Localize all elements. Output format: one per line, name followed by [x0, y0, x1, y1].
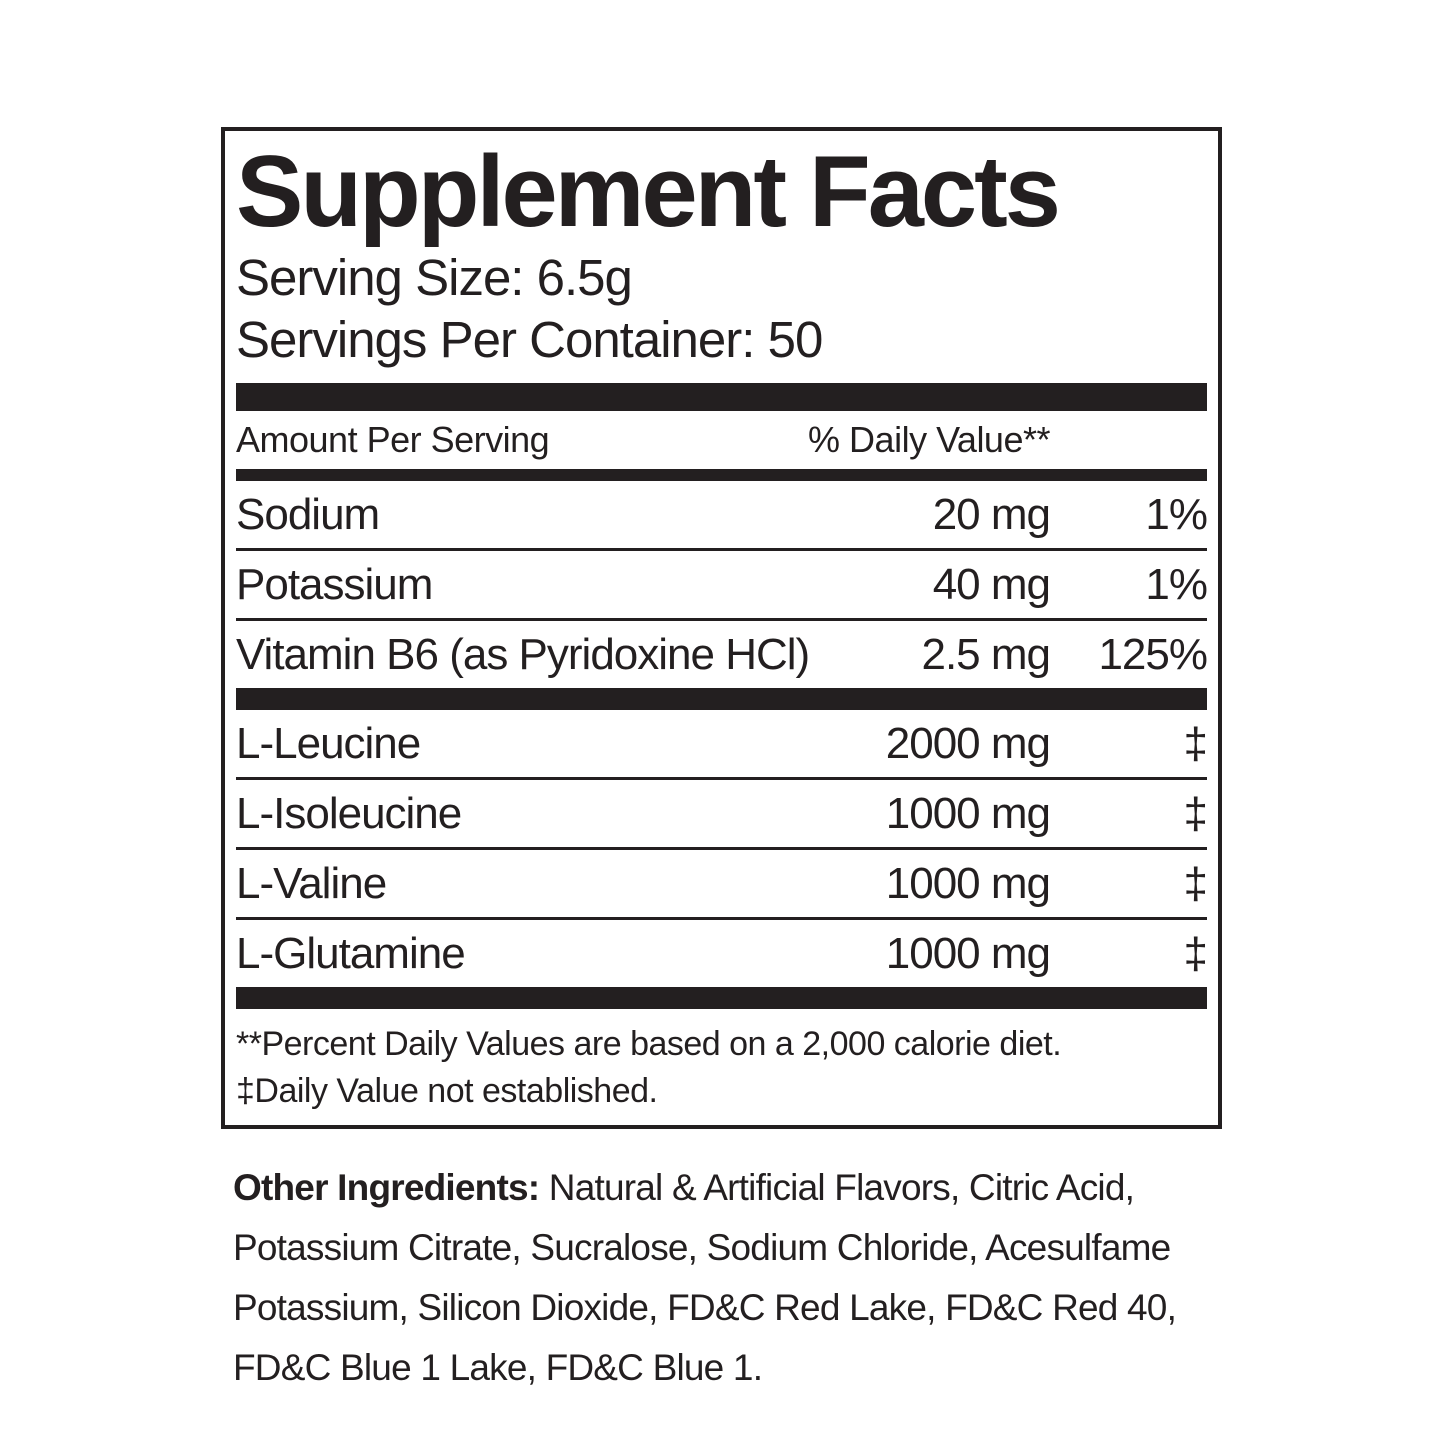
nutrient-name: Sodium	[236, 489, 380, 539]
divider-heavy-top	[236, 383, 1207, 411]
nutrient-amount: 2.5 mg	[921, 629, 1051, 679]
divider-medium	[236, 469, 1207, 481]
table-row: Sodium 20 mg 1%	[236, 481, 1208, 548]
nutrient-amount: 2000 mg	[885, 718, 1051, 768]
nutrient-amount: 20 mg	[932, 489, 1051, 539]
nutrient-dv: 1%	[1145, 559, 1208, 609]
nutrient-name: L-Valine	[236, 858, 387, 908]
nutrient-amount: 1000 mg	[885, 928, 1051, 978]
divider-heavy-bottom	[236, 987, 1207, 1009]
other-ingredients-paragraph: Other Ingredients: Natural & Artificial …	[233, 1158, 1228, 1398]
table-header-row: Amount Per Serving % Daily Value**	[236, 411, 1207, 469]
row-separator	[236, 847, 1207, 850]
nutrient-dv: 1%	[1145, 489, 1208, 539]
table-row: L-Isoleucine 1000 mg ‡	[236, 780, 1208, 847]
nutrient-amount: 1000 mg	[885, 858, 1051, 908]
supplement-facts-panel: Supplement Facts Serving Size: 6.5g Serv…	[221, 127, 1222, 1129]
nutrient-name: L-Leucine	[236, 718, 421, 768]
footnote-dagger: ‡Daily Value not established.	[236, 1072, 658, 1110]
divider-heavy-middle	[236, 688, 1207, 710]
row-separator	[236, 917, 1207, 920]
nutrient-name: L-Isoleucine	[236, 788, 462, 838]
table-row: L-Valine 1000 mg ‡	[236, 850, 1208, 917]
table-row: Potassium 40 mg 1%	[236, 551, 1208, 618]
nutrient-dv: 125%	[1098, 629, 1208, 679]
nutrient-name: Potassium	[236, 559, 433, 609]
nutrient-amount: 1000 mg	[885, 788, 1051, 838]
daily-value-header: % Daily Value**	[808, 419, 1050, 460]
nutrient-dv: ‡	[1183, 718, 1208, 768]
other-ingredients-text: Natural & Artificial Flavors, Citric Aci…	[233, 1167, 1177, 1388]
row-separator	[236, 777, 1207, 780]
other-ingredients-label: Other Ingredients:	[233, 1167, 540, 1208]
row-separator	[236, 618, 1207, 621]
table-row: L-Glutamine 1000 mg ‡	[236, 920, 1208, 987]
nutrient-dv: ‡	[1183, 858, 1208, 908]
nutrient-name: L-Glutamine	[236, 928, 466, 978]
nutrient-dv: ‡	[1183, 788, 1208, 838]
row-separator	[236, 548, 1207, 551]
servings-per-container-line: Servings Per Container: 50	[236, 311, 823, 368]
amount-per-serving-header: Amount Per Serving	[236, 419, 550, 460]
footnotes: **Percent Daily Values are based on a 2,…	[236, 1009, 1207, 1115]
nutrient-amount: 40 mg	[932, 559, 1051, 609]
nutrient-name: Vitamin B6 (as Pyridoxine HCl)	[236, 629, 810, 679]
panel-title: Supplement Facts	[236, 136, 1061, 248]
nutrient-dv: ‡	[1183, 928, 1208, 978]
table-row: Vitamin B6 (as Pyridoxine HCl) 2.5 mg 12…	[236, 621, 1208, 688]
table-row: L-Leucine 2000 mg ‡	[236, 710, 1208, 777]
serving-size-line: Serving Size: 6.5g	[236, 249, 633, 306]
footnote-daily-values: **Percent Daily Values are based on a 2,…	[236, 1025, 1062, 1063]
